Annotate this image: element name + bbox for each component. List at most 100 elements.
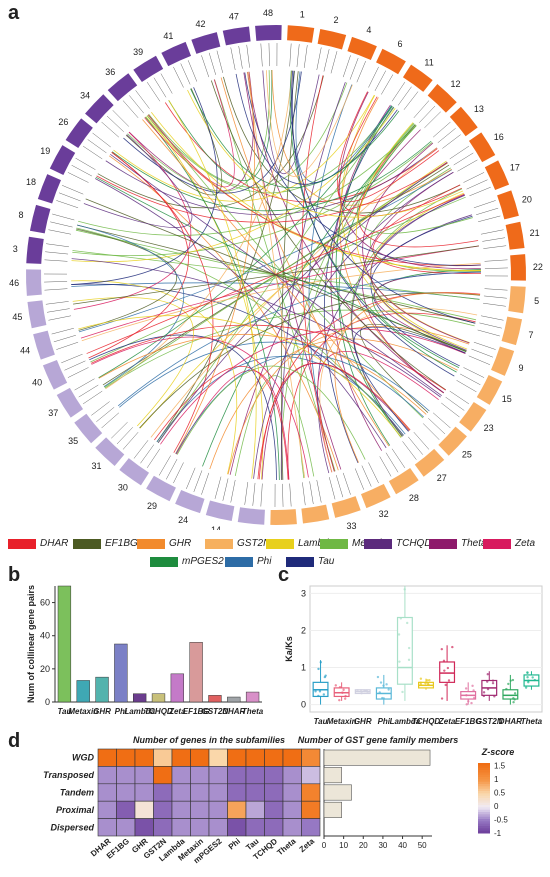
gene-id-tick xyxy=(432,121,451,138)
data-point xyxy=(399,617,403,620)
gene-id-tick xyxy=(282,483,284,507)
data-point xyxy=(491,681,495,685)
chromosome-2 xyxy=(317,28,347,50)
heatmap-cell xyxy=(264,748,284,767)
heatmap-cell xyxy=(227,818,247,837)
gene-id-tick xyxy=(302,482,306,506)
box-zeta xyxy=(439,661,456,683)
bar-ef1bg xyxy=(189,642,203,703)
chromosome-label: 1 xyxy=(300,9,305,19)
heatmap-cell xyxy=(264,800,284,819)
bar-tandem xyxy=(323,784,352,801)
x-tick-label: Lambda xyxy=(390,717,421,726)
y-tick-label: 2 xyxy=(301,625,306,635)
colorbar-segment xyxy=(478,828,490,832)
legend-item-tchqd: TCHQD xyxy=(364,538,432,549)
collinearity-link xyxy=(168,70,273,182)
gene-id-tick xyxy=(56,200,79,209)
heatmap-cell xyxy=(264,818,284,837)
data-point xyxy=(471,684,474,688)
data-point xyxy=(524,686,528,689)
gene-id-tick xyxy=(111,421,128,439)
chromosome-22 xyxy=(510,254,527,281)
collinearity-link xyxy=(105,70,293,390)
chromosome-label: 45 xyxy=(12,312,22,322)
bar-gst2n xyxy=(208,695,222,703)
heatmap-cell xyxy=(153,818,173,837)
data-point xyxy=(486,673,489,676)
data-point xyxy=(359,689,363,692)
heatmap-cell xyxy=(134,783,154,802)
bar-wgd xyxy=(323,749,431,766)
x-tick-label: GHR xyxy=(354,717,372,726)
colorbar-segment xyxy=(478,802,490,806)
collinearity-link xyxy=(223,76,461,214)
chromosome-32 xyxy=(360,483,391,509)
heatmap-cell xyxy=(208,783,228,802)
gene-id-tick xyxy=(397,86,412,106)
data-point xyxy=(378,691,381,694)
heatmap-cell xyxy=(264,783,284,802)
bar-lambda xyxy=(133,693,147,703)
collinearity-link xyxy=(73,245,479,305)
chromosome-label: 15 xyxy=(502,394,512,404)
y-axis-title: Num of collinear gene pairs xyxy=(26,585,36,703)
y-tick-label: 60 xyxy=(40,598,50,608)
data-point xyxy=(428,679,431,682)
gene-id-tick xyxy=(56,341,79,350)
gene-id-tick xyxy=(101,412,120,429)
colorbar-segment xyxy=(478,793,490,797)
legend-label: GHR xyxy=(169,538,192,549)
gene-id-tick xyxy=(44,281,68,283)
heatmap-row-label: Tandem xyxy=(60,788,94,798)
chromosome-36 xyxy=(107,73,138,102)
gene-id-tick xyxy=(296,44,300,68)
x-tick-label: 10 xyxy=(339,841,348,850)
legend-label: TCHQD xyxy=(396,538,432,549)
data-point xyxy=(465,694,468,697)
gene-id-tick xyxy=(449,145,470,160)
chromosome-38 xyxy=(301,504,330,524)
x-tick-label: Theta xyxy=(521,717,543,726)
bar-transposed xyxy=(323,767,342,784)
chromosome-label: 37 xyxy=(48,408,58,418)
heatmap-cell xyxy=(171,766,191,785)
collinear-pairs-bar-chart: 0 20 40 60 Num of collinear gene pairs TauMet… xyxy=(26,585,264,716)
gene-id-tick xyxy=(480,315,504,321)
gene-id-tick xyxy=(413,431,430,450)
gene-id-tick xyxy=(53,334,76,343)
chromosome-23 xyxy=(459,401,487,432)
heatmap-row-label: Dispersed xyxy=(50,822,94,832)
collinearity-link xyxy=(247,71,444,394)
data-point xyxy=(419,677,423,680)
x-tick-label: 50 xyxy=(418,841,427,850)
gene-id-tick xyxy=(112,110,130,127)
collinearity-link xyxy=(244,72,481,266)
gene-id-tick xyxy=(479,322,502,329)
colorbar-tick-label: -0.5 xyxy=(494,816,508,825)
x-tick-label: Metaxin xyxy=(68,707,98,716)
heatmap-cell xyxy=(134,800,154,819)
collinearity-link xyxy=(175,71,255,454)
collinearity-link xyxy=(258,362,411,480)
heatmap-cell xyxy=(208,800,228,819)
collinearity-link xyxy=(72,141,433,257)
gene-id-tick xyxy=(463,367,485,378)
colorbar-segment xyxy=(478,812,490,815)
chromosome-label: 28 xyxy=(409,493,419,503)
gene-id-tick xyxy=(201,55,210,78)
legend-swatch xyxy=(429,538,457,549)
collinearity-link xyxy=(76,228,178,331)
gene-id-tick xyxy=(424,111,441,129)
heatmap-cell xyxy=(171,783,191,802)
gene-id-tick xyxy=(480,229,504,235)
gene-id-tick xyxy=(482,237,506,242)
data-point xyxy=(338,698,341,702)
y-tick-label: 20 xyxy=(40,664,50,674)
collinearity-link xyxy=(83,134,193,228)
data-point xyxy=(398,660,401,663)
y-tick-label: 0 xyxy=(45,697,50,707)
collinearity-link xyxy=(358,124,479,248)
heatmap-cell xyxy=(116,818,136,837)
gene-id-tick xyxy=(75,157,96,170)
